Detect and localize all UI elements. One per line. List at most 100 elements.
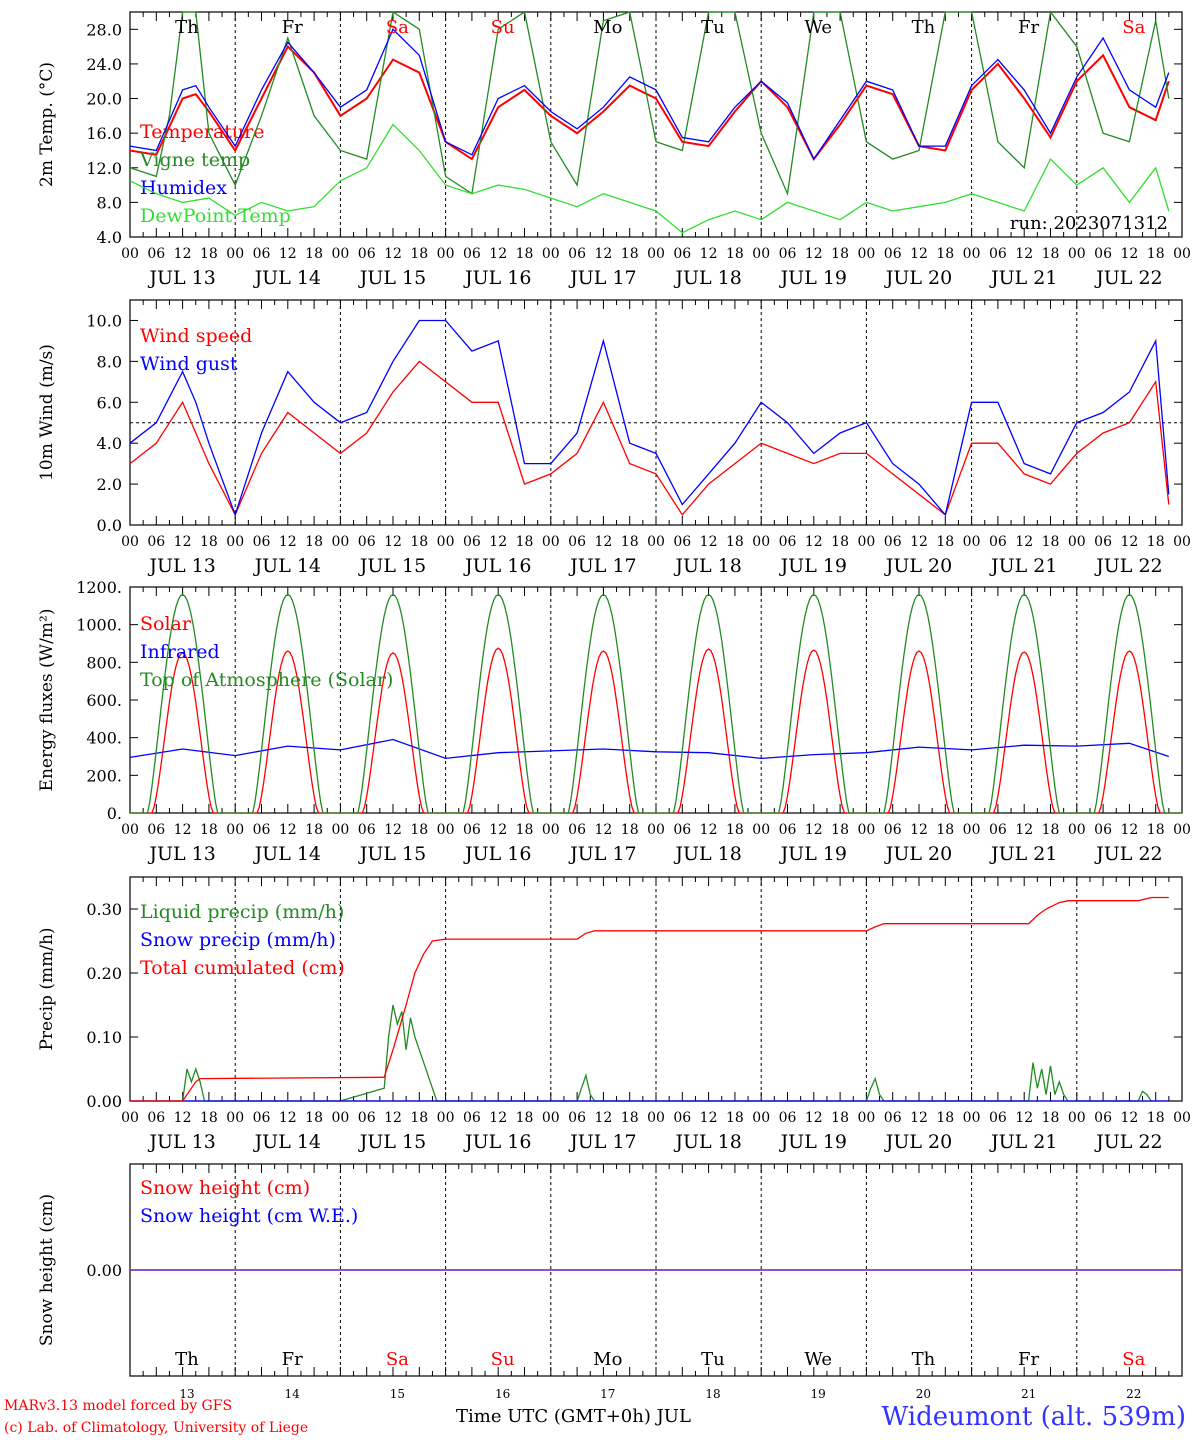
- model-credit: MARv3.13 model forced by GFS: [4, 1398, 233, 1414]
- hour-tick-label: 12: [1120, 1110, 1138, 1126]
- weekday-label-bottom: Th: [175, 1349, 199, 1370]
- date-label: JUL 15: [358, 267, 426, 289]
- y-tick-label: 0.0: [97, 516, 122, 535]
- legend-entry: Vigne temp: [139, 149, 250, 171]
- hour-tick-label: 00: [542, 534, 560, 550]
- hour-tick-label: 12: [174, 1110, 192, 1126]
- date-label: JUL 14: [253, 267, 321, 289]
- hour-tick-label: 00: [542, 246, 560, 262]
- hour-tick-label: 18: [200, 534, 218, 550]
- hour-tick-label: 12: [279, 246, 297, 262]
- weekday-label: Fr: [282, 17, 303, 38]
- y-tick-label: 12.0: [86, 159, 122, 178]
- hour-tick-label: 00: [857, 246, 875, 262]
- date-label: JUL 18: [673, 267, 741, 289]
- weekday-label-bottom: Sa: [386, 1349, 409, 1370]
- hour-tick-label: 12: [1015, 822, 1033, 838]
- day-number-label: 14: [285, 1387, 301, 1401]
- day-number-label: 22: [1126, 1387, 1141, 1401]
- weekday-label: Sa: [386, 17, 409, 38]
- hour-tick-label: 18: [305, 534, 323, 550]
- hour-tick-label: 06: [358, 534, 376, 550]
- hour-tick-label: 18: [726, 246, 744, 262]
- legend-entry: Liquid precip (mm/h): [140, 901, 344, 923]
- date-label: JUL 17: [568, 843, 636, 865]
- y-tick-label: 1000.: [76, 616, 122, 635]
- day-number-label: 19: [811, 1387, 826, 1401]
- hour-tick-label: 06: [673, 534, 691, 550]
- hour-tick-label: 06: [1094, 822, 1112, 838]
- legend-entry: Solar: [140, 613, 192, 635]
- hour-tick-label: 18: [936, 1110, 954, 1126]
- weekday-label-bottom: Su: [491, 1349, 515, 1370]
- hour-tick-label: 06: [253, 534, 271, 550]
- hour-tick-label: 12: [489, 534, 507, 550]
- hour-tick-label: 12: [594, 246, 612, 262]
- hour-tick-label: 12: [489, 246, 507, 262]
- hour-tick-label: 12: [1120, 822, 1138, 838]
- hour-tick-label: 06: [463, 1110, 481, 1126]
- date-label: JUL 14: [253, 1131, 321, 1153]
- hour-tick-label: 00: [857, 1110, 875, 1126]
- hour-tick-label: 12: [594, 822, 612, 838]
- hour-tick-label: 18: [1042, 246, 1060, 262]
- hour-tick-label: 12: [1120, 534, 1138, 550]
- hour-tick-label: 00: [647, 246, 665, 262]
- date-label: JUL 16: [463, 843, 531, 865]
- hour-tick-label: 06: [568, 534, 586, 550]
- legend-entry: Total cumulated (cm): [140, 957, 345, 979]
- hour-tick-label: 12: [910, 246, 928, 262]
- hour-tick-label: 18: [831, 246, 849, 262]
- hour-tick-label: 12: [174, 534, 192, 550]
- hour-tick-label: 00: [542, 1110, 560, 1126]
- hour-tick-label: 00: [542, 822, 560, 838]
- date-label: JUL 21: [989, 555, 1057, 577]
- y-tick-label: 20.0: [86, 90, 122, 109]
- hour-tick-label: 00: [226, 534, 244, 550]
- hour-tick-label: 18: [936, 822, 954, 838]
- series-line-infrared: [129, 738, 1170, 760]
- date-label: JUL 13: [147, 843, 215, 865]
- hour-tick-label: 12: [384, 534, 402, 550]
- lab-credit: (c) Lab. of Climatology, University of L…: [4, 1420, 309, 1436]
- date-label: JUL 14: [253, 555, 321, 577]
- y-tick-label: 0.10: [86, 1028, 122, 1047]
- y-tick-label: 4.0: [97, 434, 122, 453]
- hour-tick-label: 12: [910, 534, 928, 550]
- hour-tick-label: 06: [253, 822, 271, 838]
- hour-tick-label: 18: [516, 534, 534, 550]
- y-axis-label: 10m Wind (m/s): [37, 344, 57, 481]
- series-line-humidex: [129, 28, 1170, 161]
- hour-tick-label: 00: [857, 822, 875, 838]
- hour-tick-label: 06: [358, 1110, 376, 1126]
- date-label: JUL 19: [779, 1131, 847, 1153]
- hour-tick-label: 06: [673, 246, 691, 262]
- hour-tick-label: 18: [726, 822, 744, 838]
- date-label: JUL 22: [1094, 555, 1162, 577]
- y-axis-label: Precip (mm/h): [37, 927, 57, 1050]
- hour-tick-label: 12: [384, 822, 402, 838]
- hour-tick-label: 00: [226, 822, 244, 838]
- date-label: JUL 18: [673, 1131, 741, 1153]
- hour-tick-label: 12: [805, 534, 823, 550]
- hour-tick-label: 06: [147, 822, 165, 838]
- series-line-top-of-atmosphere-solar-: [130, 593, 1182, 814]
- date-label: JUL 14: [253, 843, 321, 865]
- hour-tick-label: 00: [1068, 1110, 1086, 1126]
- date-label: JUL 16: [463, 1131, 531, 1153]
- date-label: JUL 13: [147, 1131, 215, 1153]
- date-label: JUL 21: [989, 843, 1057, 865]
- hour-tick-label: 00: [226, 246, 244, 262]
- hour-tick-label: 06: [568, 246, 586, 262]
- date-label: JUL 22: [1094, 1131, 1162, 1153]
- hour-tick-label: 00: [1068, 822, 1086, 838]
- station-name: Wideumont (alt. 539m): [881, 1402, 1186, 1432]
- weekday-label-bottom: We: [804, 1349, 832, 1370]
- hour-tick-label: 06: [989, 1110, 1007, 1126]
- hour-tick-label: 18: [305, 246, 323, 262]
- hour-tick-label: 12: [384, 1110, 402, 1126]
- hour-tick-label: 12: [489, 1110, 507, 1126]
- y-tick-label: 0.20: [86, 964, 122, 983]
- hour-tick-label: 12: [805, 246, 823, 262]
